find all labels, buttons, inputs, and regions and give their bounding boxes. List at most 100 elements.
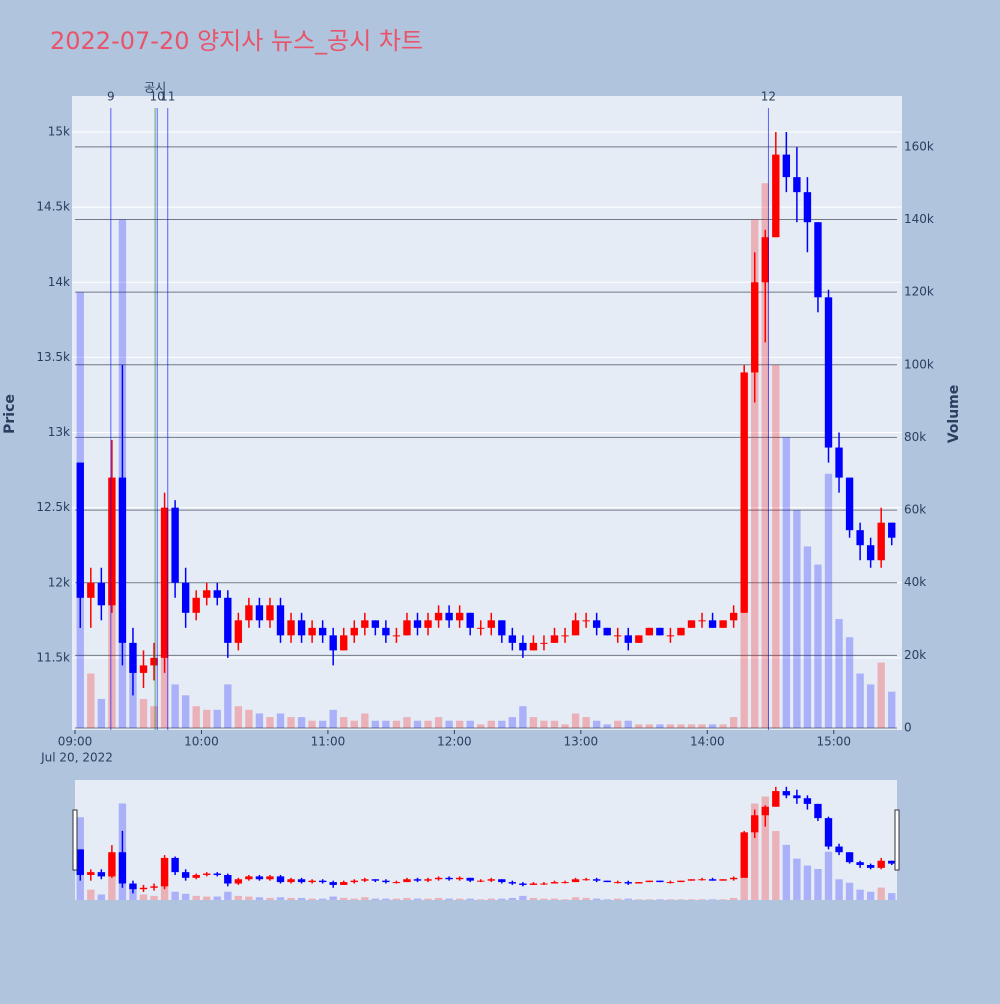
candle-body (571, 620, 580, 636)
event-label: 공시 (144, 81, 166, 95)
candle-body (477, 627, 485, 629)
slider-volume-bar (603, 899, 611, 900)
slider-body (687, 879, 696, 881)
candle-body (245, 605, 253, 621)
event-label: 9 (107, 90, 115, 104)
slider-volume-bar (645, 899, 654, 900)
slider-volume-bar (719, 899, 727, 900)
volume-bar (234, 706, 243, 728)
candle-body (877, 522, 885, 561)
candle-body (213, 590, 221, 598)
slider-body (203, 873, 211, 875)
slider-body (698, 879, 706, 881)
y-tick-label: 13k (48, 425, 70, 439)
candle-body (255, 605, 264, 621)
y2-tick-label: 140k (904, 212, 934, 226)
y2-tick-label: 0 (904, 721, 912, 735)
slider-body (434, 877, 443, 880)
candle-body (287, 620, 295, 636)
y-axis-title: Price (2, 394, 18, 434)
slider-body (550, 882, 559, 884)
candle-body (677, 627, 685, 636)
slider-body (708, 879, 717, 881)
volume-bar (803, 546, 812, 728)
volume-bar (888, 691, 896, 728)
slider-body (382, 880, 390, 883)
volume-bar (529, 717, 538, 728)
slider-body (561, 882, 569, 884)
slider-body (150, 886, 158, 888)
y-tick-label: 11.5k (36, 650, 70, 664)
slider-volume-bar (845, 882, 854, 900)
volume-bar (719, 724, 727, 728)
volume-bar (782, 437, 791, 728)
x-tick-label: 15:00 (816, 735, 851, 749)
candle-body (698, 620, 706, 622)
candle-body (814, 222, 822, 298)
volume-bar (266, 717, 274, 728)
slider-volume-bar (782, 844, 791, 900)
slider-body (297, 879, 306, 883)
y2-tick-label: 20k (904, 648, 926, 662)
slider-handle[interactable] (72, 809, 78, 871)
slider-body (455, 877, 464, 880)
candle-body (687, 620, 696, 628)
candle-body (445, 612, 453, 621)
volume-bar (276, 713, 285, 728)
slider-volume-bar (540, 898, 548, 900)
x-tick-label: 11:00 (311, 735, 346, 749)
slider-body (845, 852, 854, 863)
candle-body (561, 635, 569, 637)
x-tick-label: 12:00 (437, 735, 472, 749)
slider-volume-bar (677, 899, 685, 900)
candle-body (835, 447, 843, 478)
volume-bar (213, 709, 221, 728)
candle-body (603, 627, 611, 636)
slider-volume-bar (824, 851, 833, 900)
slider-volume-bar (803, 865, 812, 900)
slider-body (666, 882, 675, 884)
slider-body (255, 876, 264, 880)
candle-body (635, 635, 643, 643)
slider-body (466, 877, 474, 881)
candle-body (866, 545, 875, 561)
slider-volume-bar (266, 897, 274, 900)
volume-bar (340, 717, 348, 728)
candle-body (455, 612, 464, 621)
slider-body (614, 882, 622, 884)
slider-body (424, 879, 432, 881)
volume-bar (677, 724, 685, 728)
volume-bar (392, 720, 401, 728)
candle-body (340, 635, 348, 651)
candle-body (181, 582, 190, 613)
range-slider[interactable] (75, 780, 897, 900)
slider-volume-bar (550, 898, 559, 900)
candle-body (856, 530, 864, 546)
slider-body (856, 862, 864, 866)
slider-volume-bar (519, 895, 527, 900)
candle-body (498, 620, 506, 636)
slider-handle[interactable] (894, 809, 900, 871)
slider-volume-bar (561, 899, 569, 900)
volume-bar (772, 364, 780, 728)
slider-volume-bar (287, 897, 295, 900)
x-date-label: Jul 20, 2022 (40, 751, 113, 765)
volume-bar (550, 720, 559, 728)
slider-volume-bar (635, 899, 643, 900)
slider-body (487, 879, 495, 881)
candle-body (656, 627, 664, 636)
slider-volume-bar (276, 897, 285, 900)
slider-body (181, 872, 190, 878)
slider-volume-bar (508, 897, 517, 900)
candle-body (224, 597, 232, 643)
candle-body (129, 642, 137, 673)
slider-body (751, 815, 759, 833)
slider-volume-bar (814, 868, 822, 900)
slider-body (276, 876, 285, 883)
slider-body (160, 857, 169, 887)
slider-volume-bar (656, 899, 664, 900)
slider-volume-bar (255, 897, 264, 900)
y-tick-label: 14k (48, 275, 70, 289)
volume-bar (508, 717, 517, 728)
